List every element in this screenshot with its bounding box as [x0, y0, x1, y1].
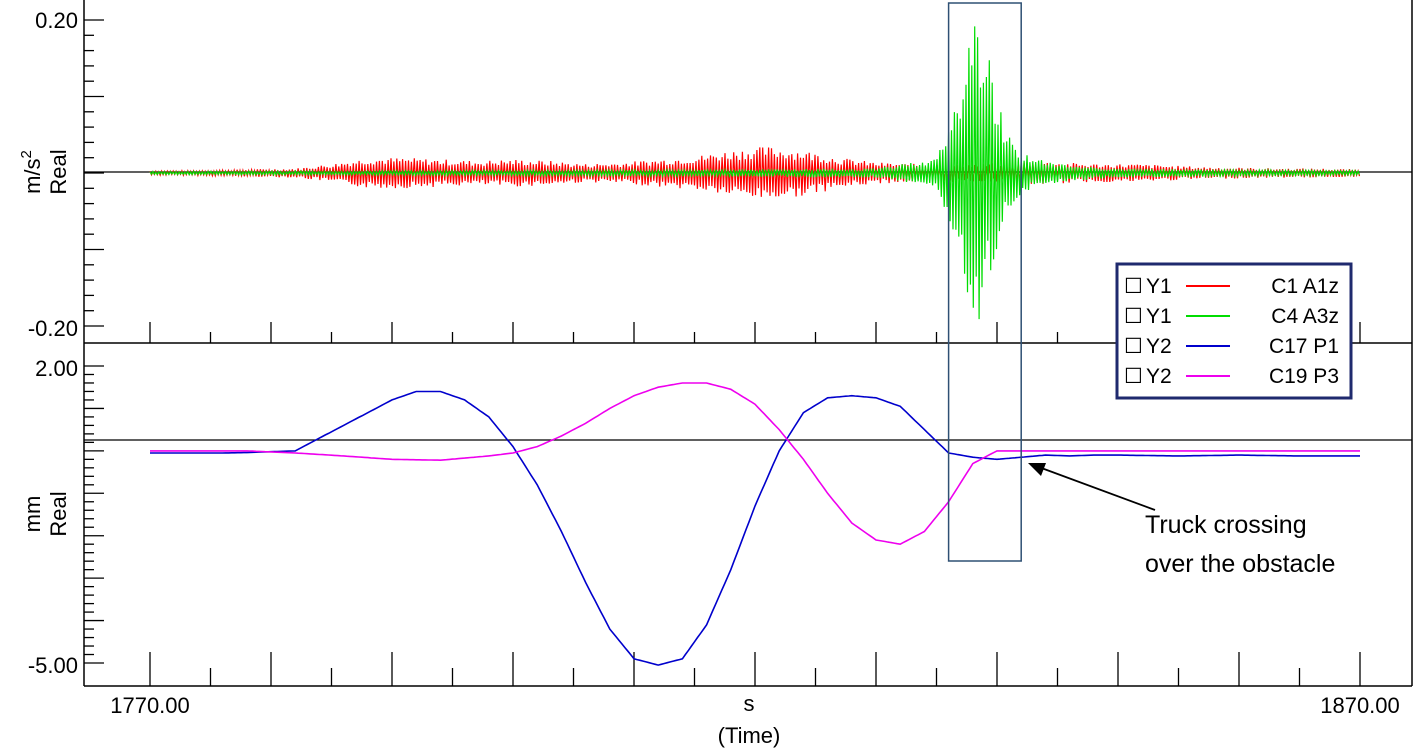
annotation-arrow-line: [1035, 465, 1156, 511]
bottom-y-mode: Real: [46, 491, 71, 536]
bottom-y-tick-max: 2.00: [35, 356, 78, 381]
bottom-plot-area: [150, 382, 1360, 666]
axis-ticks: [84, 19, 1361, 686]
top-plot-area: [149, 26, 1361, 320]
legend-checkbox[interactable]: ☐: [1124, 365, 1143, 388]
x-tick-min: 1770.00: [110, 693, 190, 718]
series-line-c17-p1: [150, 390, 1360, 666]
legend-box: [1115, 262, 1353, 400]
legend-entry[interactable]: ☐ Y2 C19 P3: [1124, 365, 1339, 388]
bottom-y-unit: mm: [20, 496, 45, 533]
bottom-y-axis-label: mm Real: [20, 491, 71, 536]
top-y-axis-label: m/s2 Real: [18, 149, 71, 194]
annotation: Truck crossing over the obstacle: [1028, 463, 1335, 578]
legend-entries: ☐ Y1 C1 A1z☐ Y1 C4 A3z☐ Y2 C17 P1☐ Y2 C19 P3: [1124, 275, 1339, 388]
legend-axis-label: Y1: [1146, 275, 1172, 298]
legend-entry[interactable]: ☐ Y1 C1 A1z: [1124, 275, 1339, 298]
legend-checkbox[interactable]: ☐: [1124, 335, 1143, 358]
legend-checkbox[interactable]: ☐: [1124, 275, 1143, 298]
x-axis-unit: s: [744, 691, 755, 716]
legend-series-name: C4 A3z: [1271, 305, 1339, 328]
legend-checkbox[interactable]: ☐: [1124, 305, 1143, 328]
legend-entry[interactable]: ☐ Y1 C4 A3z: [1124, 305, 1339, 328]
top-y-tick-min: -0.20: [28, 316, 78, 341]
legend-series-name: C19 P3: [1269, 365, 1339, 388]
obstacle-highlight-box: [947, 2, 1022, 562]
annotation-arrow-head: [1028, 463, 1046, 476]
legend-axis-label: Y2: [1146, 365, 1172, 388]
x-tick-max: 1870.00: [1320, 693, 1400, 718]
bottom-y-tick-min: -5.00: [28, 653, 78, 678]
legend-entry[interactable]: ☐ Y2 C17 P1: [1124, 335, 1339, 358]
legend-axis-label: Y2: [1146, 335, 1172, 358]
top-y-unit: m/s: [20, 158, 45, 193]
x-axis-title: (Time): [718, 723, 781, 748]
legend-series-name: C1 A1z: [1271, 275, 1339, 298]
top-y-unit-sup: 2: [18, 150, 35, 158]
top-y-mode: Real: [46, 149, 71, 194]
legend[interactable]: ☐ Y1 C1 A1z☐ Y1 C4 A3z☐ Y2 C17 P1☐ Y2 C19 P3: [1115, 262, 1353, 400]
legend-series-name: C17 P1: [1269, 335, 1339, 358]
svg-text:m/s2: m/s2: [18, 150, 45, 194]
series-line-c4-a3z: [149, 26, 1361, 320]
series-line-c19-p3: [150, 382, 1360, 546]
annotation-line-1: Truck crossing: [1145, 511, 1307, 539]
legend-axis-label: Y1: [1146, 305, 1172, 328]
annotation-line-2: over the obstacle: [1145, 550, 1335, 578]
top-y-tick-max: 0.20: [35, 8, 78, 33]
